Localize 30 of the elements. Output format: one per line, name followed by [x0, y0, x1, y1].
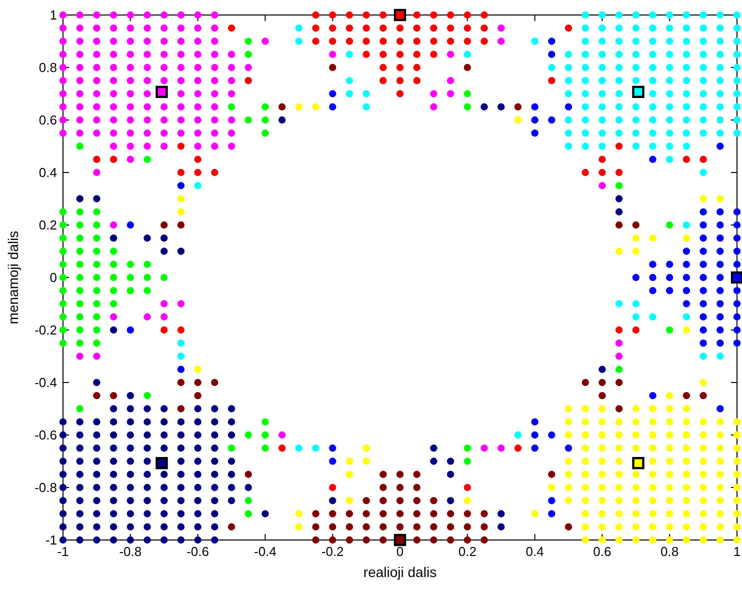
- point: [156, 456, 168, 470]
- y-tick-label: -0.4: [34, 375, 57, 390]
- y-tick-label: 0.6: [38, 112, 57, 128]
- y-tick-label: 0.8: [38, 60, 57, 76]
- y-tick-label: 0.2: [38, 218, 57, 233]
- y-tick-label: 0.4: [38, 165, 57, 180]
- x-tick-label: -0.4: [254, 544, 276, 559]
- y-tick-label: -0.6: [34, 428, 57, 443]
- point: [632, 456, 644, 470]
- x-tick-label: -0.2: [321, 544, 344, 559]
- y-axis-title: menamoji dalis: [5, 230, 21, 324]
- point: [632, 86, 644, 98]
- point: [394, 8, 406, 22]
- x-tick-label: -0.6: [186, 544, 210, 559]
- point: [730, 271, 742, 284]
- x-tick-label: 0.6: [593, 544, 612, 559]
- x-tick-label: 0.8: [660, 544, 679, 559]
- x-tick-label: 0.4: [526, 544, 544, 559]
- x-tick-label: 0.2: [458, 544, 476, 559]
- point: [156, 86, 168, 98]
- y-tick-label: -0.2: [34, 322, 57, 338]
- x-axis-title: realioji dalis: [363, 564, 437, 580]
- point: [394, 534, 406, 546]
- y-tick-label: -0.8: [34, 480, 57, 496]
- x-tick-label: -0.8: [119, 544, 142, 559]
- y-tick-label: 1: [50, 8, 57, 23]
- y-tick-label: -1: [45, 532, 57, 548]
- y-tick-label: 0: [50, 270, 57, 286]
- x-tick-label: 0: [396, 544, 404, 559]
- x-tick-label: 1: [733, 544, 741, 559]
